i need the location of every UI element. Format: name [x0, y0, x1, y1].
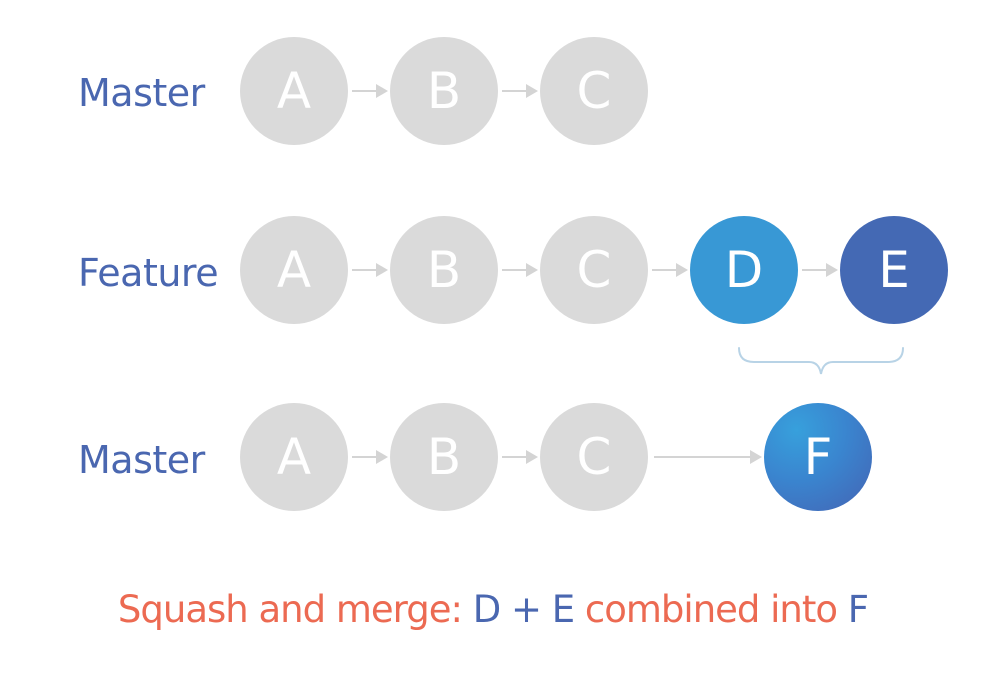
commit-node-a: A: [240, 216, 348, 324]
arrow-b-c: [502, 84, 538, 98]
arrow-d-e: [802, 263, 838, 277]
squash-brace-icon: [738, 347, 904, 375]
row-label-master-after: Master: [78, 438, 205, 482]
commit-node-c: C: [540, 216, 648, 324]
commit-node-f: F: [764, 403, 872, 511]
arrow-b-c: [502, 450, 538, 464]
caption-middle: combined into: [574, 588, 848, 631]
commit-node-a: A: [240, 37, 348, 145]
commit-node-b: B: [390, 403, 498, 511]
commit-node-b: B: [390, 216, 498, 324]
commit-node-e: E: [840, 216, 948, 324]
row-label-master-before: Master: [78, 71, 205, 115]
commit-node-b: B: [390, 37, 498, 145]
commit-node-a: A: [240, 403, 348, 511]
arrow-a-b: [352, 263, 388, 277]
caption-e: E: [551, 588, 575, 631]
arrow-a-b: [352, 450, 388, 464]
arrow-c-f: [654, 450, 762, 464]
caption-plus: +: [500, 588, 552, 631]
commit-node-d: D: [690, 216, 798, 324]
caption-prefix: Squash and merge:: [117, 588, 473, 631]
caption: Squash and merge: D + E combined into F: [0, 588, 986, 631]
commit-node-c: C: [540, 37, 648, 145]
arrow-a-b: [352, 84, 388, 98]
caption-f: F: [847, 588, 869, 631]
caption-d: D: [472, 588, 501, 631]
arrow-c-d: [652, 263, 688, 277]
commit-node-c: C: [540, 403, 648, 511]
arrow-b-c: [502, 263, 538, 277]
row-label-feature: Feature: [78, 251, 219, 295]
